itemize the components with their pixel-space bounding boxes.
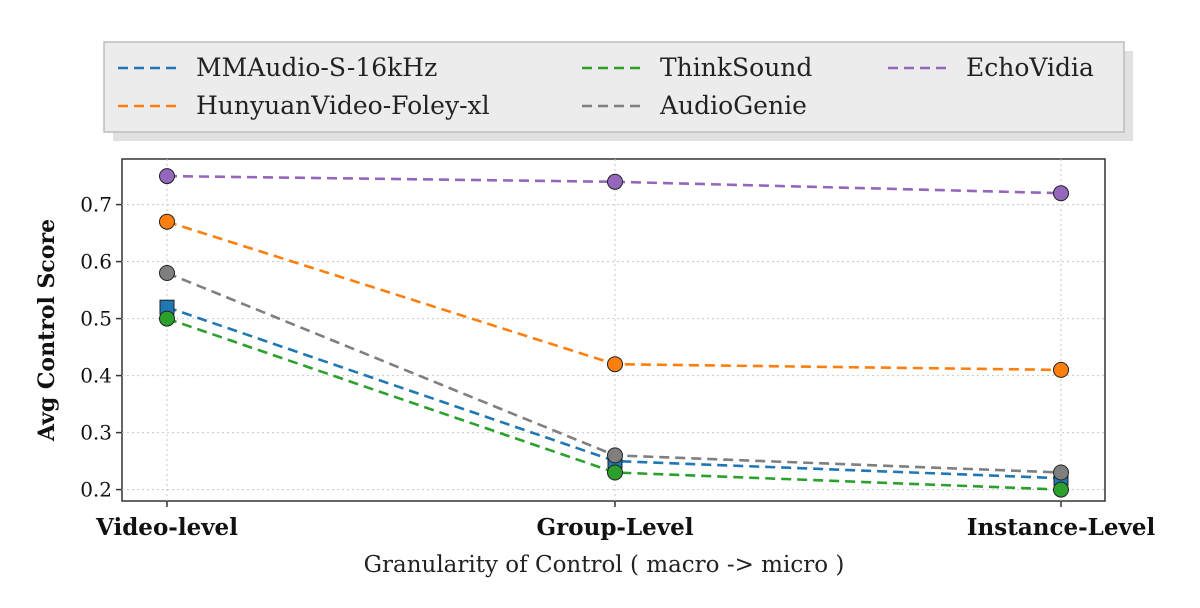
x-tick-label: Video-level	[95, 514, 238, 541]
legend-label: HunyuanVideo-Foley-xl	[196, 91, 490, 120]
plot-frame	[121, 158, 1106, 502]
data-point	[1053, 361, 1069, 378]
legend-label: EchoVidia	[966, 53, 1094, 82]
data-point	[1053, 481, 1069, 498]
data-point	[1053, 185, 1069, 202]
y-tick-label: 0.3	[80, 421, 112, 445]
data-point	[159, 310, 175, 327]
legend: MMAudio-S-16kHz HunyuanVideo-Foley-xl Thin…	[103, 41, 1133, 141]
legend-frame	[103, 41, 1125, 133]
y-tick-label: 0.4	[80, 364, 112, 388]
data-point	[159, 168, 175, 185]
data-point	[1053, 464, 1069, 481]
data-point	[607, 356, 623, 373]
y-tick-label: 0.7	[80, 193, 112, 217]
data-point	[607, 447, 623, 464]
data-point	[159, 213, 175, 230]
data-point	[607, 173, 623, 190]
legend-label: MMAudio-S-16kHz	[196, 53, 437, 82]
y-tick-label: 0.6	[80, 250, 112, 274]
data-point	[607, 464, 623, 481]
plot-area: 0.2 0.3 0.4 0.5 0.6 0.7 Video-level Group-Level…	[80, 158, 1156, 541]
y-axis-title: Avg Control Score	[34, 219, 60, 442]
legend-label: ThinkSound	[660, 53, 812, 82]
x-tick-label: Instance-Level	[967, 514, 1156, 541]
y-tick-label: 0.5	[80, 307, 112, 331]
y-tick-label: 0.2	[80, 478, 112, 502]
x-axis-title: Granularity of Control ( macro -> micro …	[364, 552, 845, 578]
x-tick-label: Group-Level	[537, 514, 694, 541]
data-point	[159, 265, 175, 281]
legend-label: AudioGenie	[659, 91, 807, 120]
